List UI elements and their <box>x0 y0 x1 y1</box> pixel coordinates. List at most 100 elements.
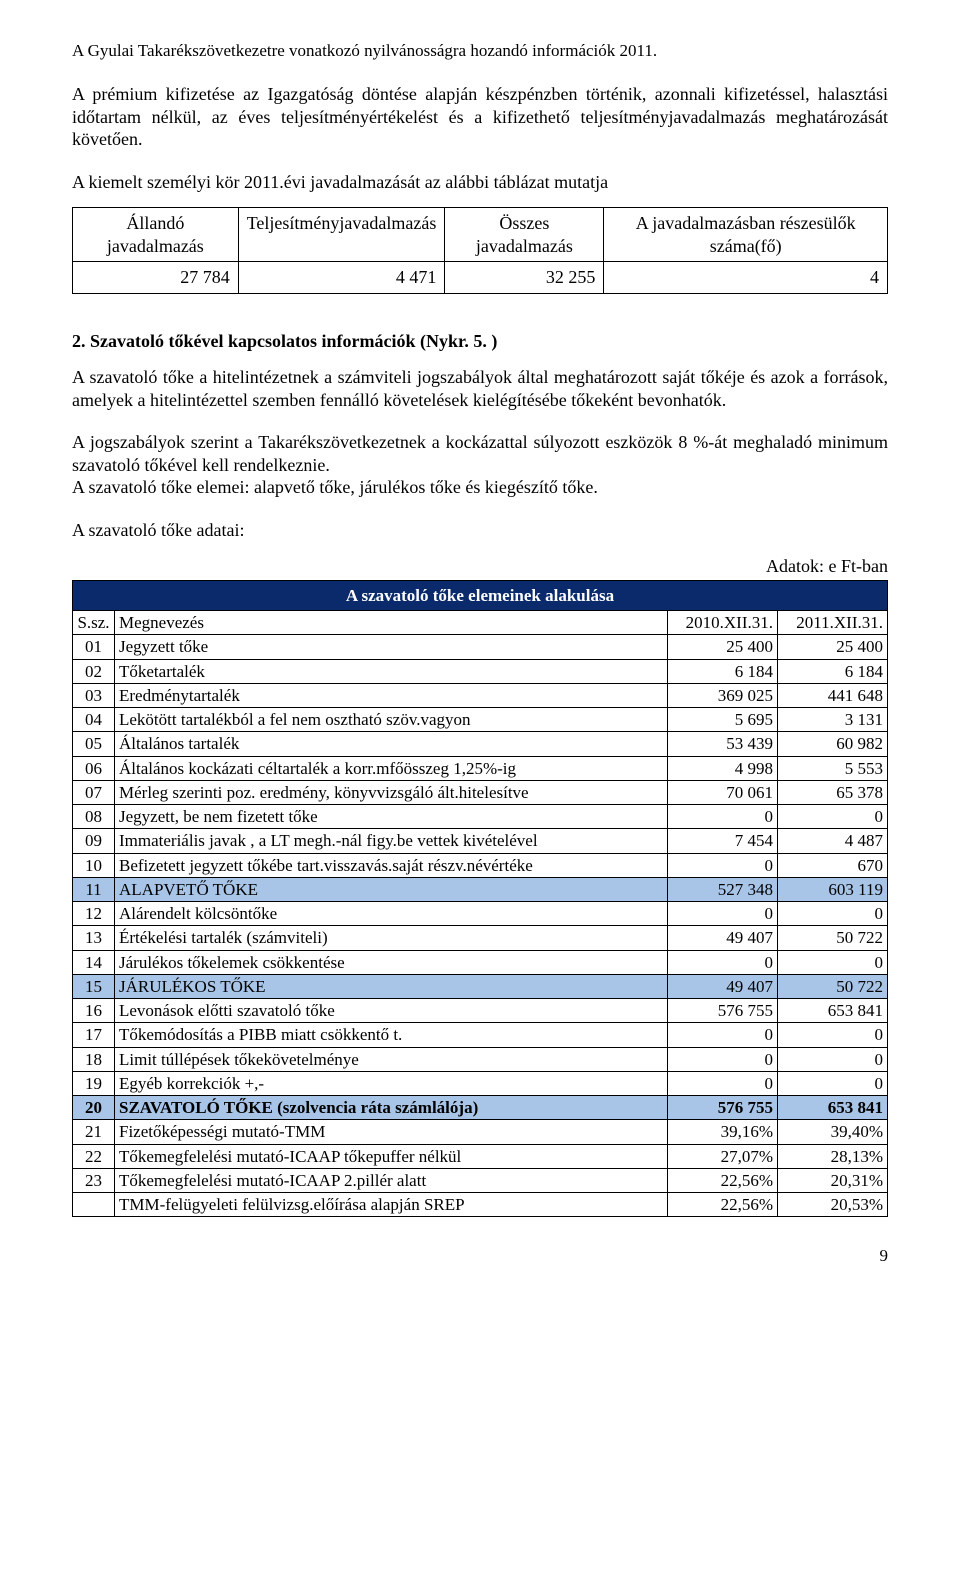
table-title-row: A szavatoló tőke elemeinek alakulása <box>73 580 888 610</box>
cell-megnevezes: TMM-felügyeleti felülvizsg.előírása alap… <box>115 1193 668 1217</box>
cell-2010: 0 <box>668 805 778 829</box>
remuneration-table: Állandó javadalmazás Teljesítményjavadal… <box>72 207 888 294</box>
cell-megnevezes: Tőkemódosítás a PIBB miatt csökkentő t. <box>115 1023 668 1047</box>
cell-megnevezes: Jegyzett tőke <box>115 635 668 659</box>
cell-megnevezes: SZAVATOLÓ TŐKE (szolvencia ráta számláló… <box>115 1096 668 1120</box>
page-header: A Gyulai Takarékszövetkezetre vonatkozó … <box>72 40 888 61</box>
table-row: 03Eredménytartalék369 025441 648 <box>73 683 888 707</box>
cell-megnevezes: Eredménytartalék <box>115 683 668 707</box>
cell-2011: 653 841 <box>778 1096 888 1120</box>
table-header-row: S.sz. Megnevezés 2010.XII.31. 2011.XII.3… <box>73 611 888 635</box>
cell-megnevezes: Limit túllépések tőkekövetelménye <box>115 1047 668 1071</box>
cell-2011: 670 <box>778 853 888 877</box>
cell-sorszam: 15 <box>73 974 115 998</box>
cell: 4 471 <box>238 262 445 294</box>
table-row: 11ALAPVETŐ TŐKE527 348603 119 <box>73 877 888 901</box>
cell-2011: 20,53% <box>778 1193 888 1217</box>
cell-2011: 39,40% <box>778 1120 888 1144</box>
paragraph-adatai: A szavatoló tőke adatai: <box>72 519 888 542</box>
cell-megnevezes: Alárendelt kölcsöntőke <box>115 902 668 926</box>
cell-megnevezes: Tőkemegfelelési mutató-ICAAP 2.pillér al… <box>115 1168 668 1192</box>
cell-2011: 25 400 <box>778 635 888 659</box>
paragraph-jogszabaly: A jogszabályok szerint a Takarékszövetke… <box>72 431 888 499</box>
table-row: 16Levonások előtti szavatoló tőke576 755… <box>73 999 888 1023</box>
cell-2010: 0 <box>668 1023 778 1047</box>
cell-2011: 60 982 <box>778 732 888 756</box>
cell-megnevezes: Járulékos tőkelemek csökkentése <box>115 950 668 974</box>
table-row: 04Lekötött tartalékból a fel nem oszthat… <box>73 708 888 732</box>
cell-2010: 0 <box>668 1071 778 1095</box>
cell-sorszam: 06 <box>73 756 115 780</box>
cell-2010: 6 184 <box>668 659 778 683</box>
cell-2011: 0 <box>778 902 888 926</box>
cell-sorszam: 01 <box>73 635 115 659</box>
cell-sorszam: 13 <box>73 926 115 950</box>
table-row: 22Tőkemegfelelési mutató-ICAAP tőkepuffe… <box>73 1144 888 1168</box>
cell-2010: 0 <box>668 1047 778 1071</box>
table-row: 23Tőkemegfelelési mutató-ICAAP 2.pillér … <box>73 1168 888 1192</box>
table-row: 14Járulékos tőkelemek csökkentése00 <box>73 950 888 974</box>
cell-2011: 5 553 <box>778 756 888 780</box>
capital-table: A szavatoló tőke elemeinek alakulása S.s… <box>72 580 888 1218</box>
table-row: 17Tőkemódosítás a PIBB miatt csökkentő t… <box>73 1023 888 1047</box>
cell-sorszam: 16 <box>73 999 115 1023</box>
table-row: 13Értékelési tartalék (számviteli)49 407… <box>73 926 888 950</box>
table-row: 20SZAVATOLÓ TŐKE (szolvencia ráta számlá… <box>73 1096 888 1120</box>
cell-2010: 22,56% <box>668 1193 778 1217</box>
cell-2010: 0 <box>668 853 778 877</box>
cell-sorszam: 23 <box>73 1168 115 1192</box>
cell-2011: 65 378 <box>778 780 888 804</box>
paragraph-szavatolo-def: A szavatoló tőke a hitelintézetnek a szá… <box>72 366 888 411</box>
cell-2010: 4 998 <box>668 756 778 780</box>
cell-megnevezes: Általános kockázati céltartalék a korr.m… <box>115 756 668 780</box>
paragraph-table-intro: A kiemelt személyi kör 2011.évi javadalm… <box>72 171 888 194</box>
cell-2011: 0 <box>778 1047 888 1071</box>
cell-2010: 25 400 <box>668 635 778 659</box>
section-title: 2. Szavatoló tőkével kapcsolatos informá… <box>72 330 888 353</box>
cell-megnevezes: Jegyzett, be nem fizetett tőke <box>115 805 668 829</box>
text-line: A szavatoló tőke elemei: alapvető tőke, … <box>72 477 598 497</box>
cell-2010: 7 454 <box>668 829 778 853</box>
cell-2011: 20,31% <box>778 1168 888 1192</box>
table-row: TMM-felügyeleti felülvizsg.előírása alap… <box>73 1193 888 1217</box>
cell-2011: 3 131 <box>778 708 888 732</box>
cell: 4 <box>604 262 888 294</box>
cell-sorszam: 03 <box>73 683 115 707</box>
cell-megnevezes: Fizetőképességi mutató-TMM <box>115 1120 668 1144</box>
cell-megnevezes: Lekötött tartalékból a fel nem osztható … <box>115 708 668 732</box>
col-header: Állandó javadalmazás <box>73 208 239 262</box>
cell-megnevezes: Immateriális javak , a LT megh.-nál figy… <box>115 829 668 853</box>
cell-2010: 369 025 <box>668 683 778 707</box>
table-row: 06Általános kockázati céltartalék a korr… <box>73 756 888 780</box>
cell-2011: 441 648 <box>778 683 888 707</box>
cell-2011: 0 <box>778 1071 888 1095</box>
table-row: 19Egyéb korrekciók +,-00 <box>73 1071 888 1095</box>
cell-2010: 5 695 <box>668 708 778 732</box>
cell-2010: 49 407 <box>668 974 778 998</box>
cell-sorszam: 14 <box>73 950 115 974</box>
cell-2010: 527 348 <box>668 877 778 901</box>
table-row: 08Jegyzett, be nem fizetett tőke00 <box>73 805 888 829</box>
cell-sorszam: 10 <box>73 853 115 877</box>
cell-2010: 0 <box>668 950 778 974</box>
cell-sorszam: 21 <box>73 1120 115 1144</box>
table-row: 18Limit túllépések tőkekövetelménye00 <box>73 1047 888 1071</box>
paragraph-premium: A prémium kifizetése az Igazgatóság dönt… <box>72 83 888 151</box>
cell-2010: 49 407 <box>668 926 778 950</box>
cell-2011: 653 841 <box>778 999 888 1023</box>
cell-sorszam: 18 <box>73 1047 115 1071</box>
cell-megnevezes: Tőketartalék <box>115 659 668 683</box>
cell: 27 784 <box>73 262 239 294</box>
cell-sorszam: 08 <box>73 805 115 829</box>
cell-2010: 576 755 <box>668 1096 778 1120</box>
cell-megnevezes: Egyéb korrekciók +,- <box>115 1071 668 1095</box>
col-header: Teljesítményjavadalmazás <box>238 208 445 262</box>
col-header: Összes javadalmazás <box>445 208 604 262</box>
cell-2011: 50 722 <box>778 926 888 950</box>
table-row: 21Fizetőképességi mutató-TMM39,16%39,40% <box>73 1120 888 1144</box>
cell-2011: 0 <box>778 805 888 829</box>
table-row: 01Jegyzett tőke25 40025 400 <box>73 635 888 659</box>
cell-2010: 0 <box>668 902 778 926</box>
cell-2011: 4 487 <box>778 829 888 853</box>
table-row: 12Alárendelt kölcsöntőke00 <box>73 902 888 926</box>
